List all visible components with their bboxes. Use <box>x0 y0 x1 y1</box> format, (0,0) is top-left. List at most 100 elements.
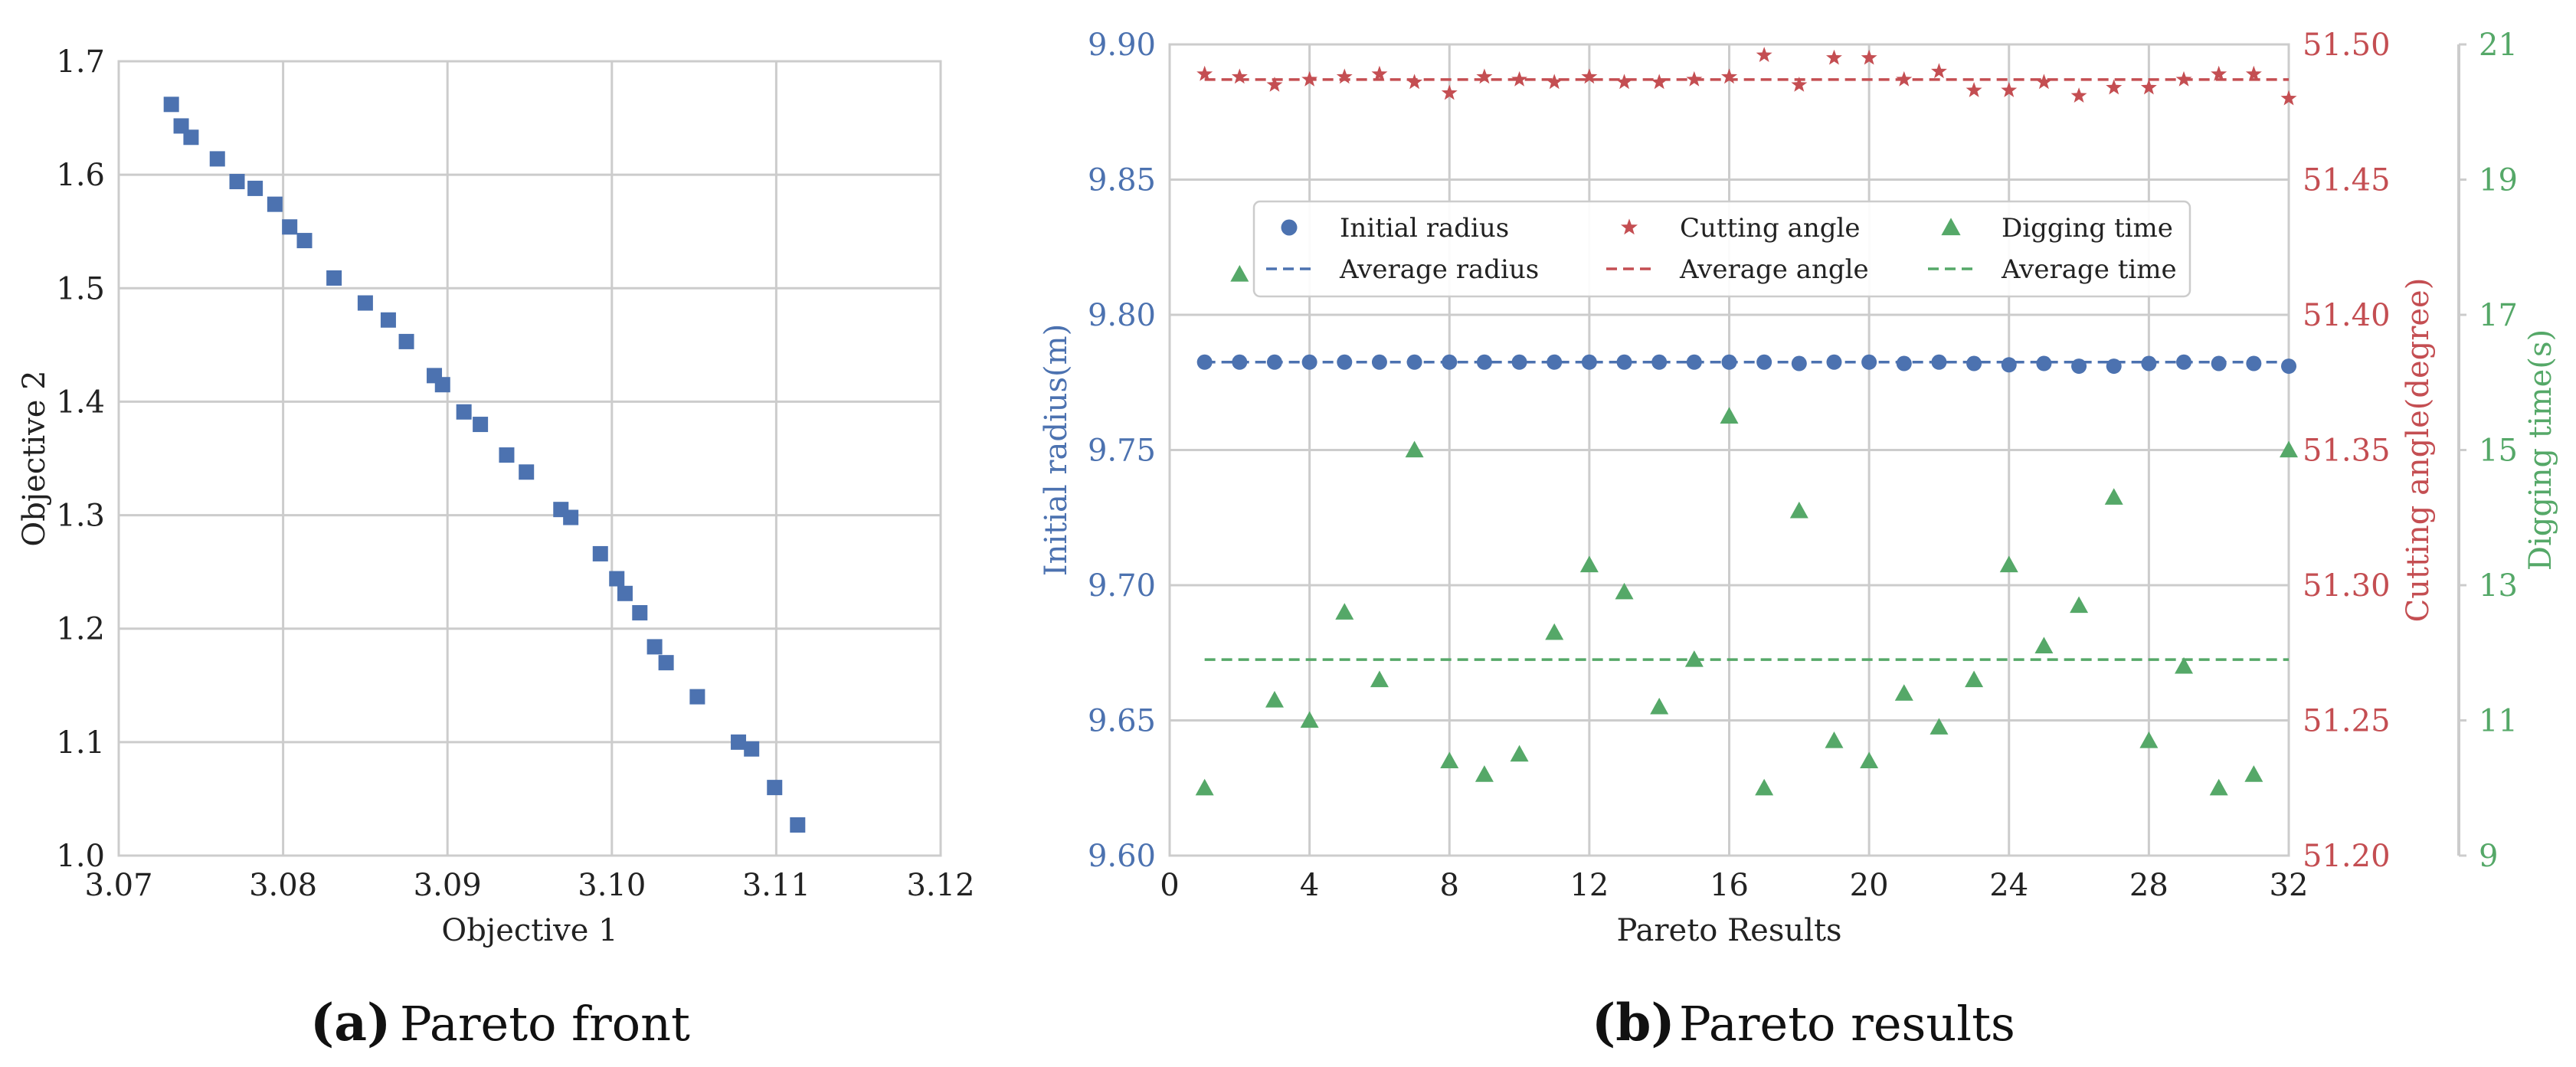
triangle-marker <box>2139 731 2159 748</box>
star-marker <box>2001 82 2018 97</box>
triangle-marker <box>1789 501 1808 519</box>
angle-tick-label: 51.25 <box>2303 704 2391 739</box>
circle-marker <box>1896 355 1912 371</box>
triangle-marker <box>1579 555 1599 573</box>
circle-marker <box>1476 354 1492 370</box>
angle-tick-label: 51.35 <box>2303 434 2391 469</box>
square-marker <box>296 233 313 249</box>
circle-marker <box>1337 354 1353 370</box>
square-marker <box>731 734 747 750</box>
circle-marker <box>1406 354 1422 370</box>
legend: Initial radius Cutting angle Digging time A… <box>1252 200 2191 298</box>
triangle-marker <box>1720 407 1739 424</box>
legend-box <box>1252 200 2191 298</box>
triangle-marker <box>1335 603 1354 620</box>
star-marker <box>1231 68 1248 84</box>
circle-marker <box>1791 355 1807 371</box>
star-marker <box>2106 79 2123 95</box>
square-marker <box>563 509 579 525</box>
circle-marker <box>2071 358 2087 375</box>
square-marker <box>456 404 472 420</box>
star-marker <box>1301 70 1318 87</box>
circle-marker <box>1966 355 1982 371</box>
radius-tick-label: 9.80 <box>1088 298 1156 333</box>
triangle-marker <box>1440 751 1459 769</box>
angle-tick-label: 51.50 <box>2303 28 2391 63</box>
circle-marker <box>1616 354 1632 370</box>
x-tick-label: 28 <box>2129 868 2168 903</box>
x-tick-label: 8 <box>1440 868 1459 903</box>
x-tick-label: 3.09 <box>414 868 482 903</box>
x-tick-label: 4 <box>1300 868 1319 903</box>
circle-marker <box>1301 354 1317 370</box>
star-marker <box>1686 70 1703 87</box>
square-marker <box>398 333 414 349</box>
triangle-marker <box>1755 778 1774 796</box>
angle-tick-label: 51.20 <box>2303 839 2391 874</box>
triangle-marker <box>1405 440 1424 458</box>
star-marker <box>1826 49 1842 65</box>
star-marker <box>1546 74 1563 90</box>
y-axis-label-a: Objective 2 <box>17 370 52 546</box>
caption-a-text: Pareto front <box>400 996 690 1052</box>
circle-marker <box>1826 354 1842 370</box>
time-tick-label: 9 <box>2479 839 2498 874</box>
circle-marker <box>2211 355 2227 371</box>
data-points-b <box>1195 47 2298 796</box>
radius-tick-labels: 9.60 9.65 9.70 9.75 9.80 9.85 9.90 <box>1088 28 1156 874</box>
square-marker <box>163 97 179 113</box>
triangle-marker <box>1930 718 1949 735</box>
square-marker <box>473 417 489 433</box>
star-marker <box>1406 74 1423 90</box>
star-marker <box>1621 218 1638 235</box>
circle-marker <box>1861 354 1877 370</box>
star-marker <box>1721 68 1737 84</box>
x-tick-label: 16 <box>1710 868 1749 903</box>
triangle-marker <box>1300 711 1319 728</box>
triangle-marker <box>1195 778 1214 796</box>
triangle-marker <box>1860 751 1879 769</box>
square-marker <box>658 655 674 671</box>
star-marker <box>1896 70 1913 87</box>
time-tick-label: 15 <box>2479 434 2518 469</box>
square-marker <box>326 270 342 286</box>
time-tick-label: 17 <box>2479 298 2518 333</box>
triangle-marker <box>1615 582 1634 600</box>
triangle-marker <box>1370 670 1389 688</box>
star-marker <box>1196 65 1213 81</box>
pareto-results-chart: 0 4 8 12 16 20 24 28 32 9.60 9.65 9.70 9.75 9.80 9.85… <box>1039 28 2558 948</box>
radius-tick-label: 9.65 <box>1088 704 1156 739</box>
x-tick-label: 3.07 <box>84 868 152 903</box>
triangle-marker <box>1650 697 1669 715</box>
star-marker <box>2070 87 2087 103</box>
circle-marker <box>1931 354 1947 370</box>
circle-marker <box>1371 354 1387 370</box>
star-marker <box>2245 65 2262 81</box>
y-tick-labels-a: 1.0 1.1 1.2 1.3 1.4 1.5 1.6 1.7 <box>56 44 105 874</box>
circle-marker <box>2001 357 2017 373</box>
star-marker <box>1476 68 1493 84</box>
plot-frame-a <box>117 60 942 857</box>
pareto-front-chart: 3.07 3.08 3.09 3.10 3.11 3.12 1.0 1.1 1.2 1.3 1.4… <box>17 44 975 948</box>
angle-tick-label: 51.30 <box>2303 568 2391 604</box>
square-marker <box>267 196 283 212</box>
square-marker <box>790 817 806 833</box>
x-tick-label: 3.08 <box>249 868 317 903</box>
legend-label: Cutting angle <box>1680 213 1861 244</box>
circle-marker <box>1581 354 1597 370</box>
x-tick-label: 3.12 <box>906 868 974 903</box>
legend-label: Average angle <box>1679 254 1869 285</box>
square-marker <box>499 447 515 463</box>
triangle-marker <box>1825 731 1844 748</box>
legend-label: Digging time <box>2002 213 2173 244</box>
triangle-marker <box>1510 745 1529 762</box>
triangle-marker <box>1965 670 1984 688</box>
square-marker <box>689 689 705 705</box>
square-marker <box>357 295 373 311</box>
legend-label: Average time <box>2001 254 2177 285</box>
square-marker <box>767 780 783 796</box>
triangle-marker <box>1265 691 1284 708</box>
y-tick-label: 1.0 <box>56 839 105 874</box>
angle-tick-label: 51.40 <box>2303 298 2391 333</box>
